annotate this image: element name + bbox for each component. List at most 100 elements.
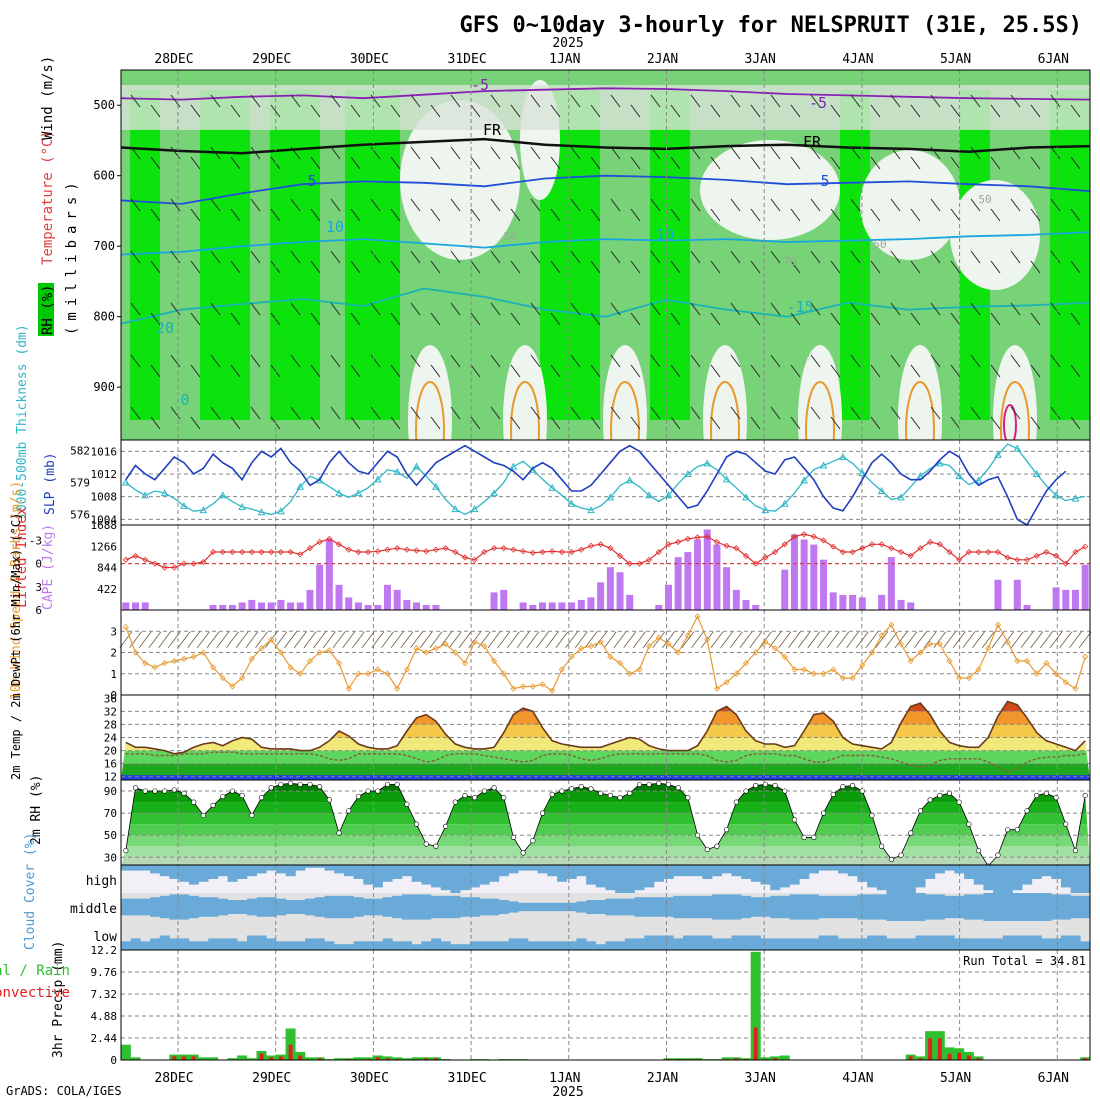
cloud-cell bbox=[750, 897, 761, 917]
wind-marker bbox=[500, 670, 507, 677]
rh-moist-band bbox=[840, 90, 870, 420]
wind-barb bbox=[930, 354, 941, 368]
wind-barb bbox=[430, 156, 441, 170]
cloud-cell bbox=[731, 865, 742, 877]
rh-marker bbox=[307, 781, 313, 788]
surface-wind-barb bbox=[720, 631, 733, 648]
rh-ytick-label: 90 bbox=[104, 785, 117, 798]
cloud-cell bbox=[450, 944, 461, 950]
cloud-cell bbox=[392, 941, 403, 950]
wind-barb bbox=[250, 198, 261, 212]
li-marker bbox=[723, 542, 730, 549]
cape-bar bbox=[732, 589, 740, 610]
cloud-cell bbox=[450, 895, 461, 919]
wind-barb bbox=[410, 146, 421, 160]
cape-bar bbox=[1013, 579, 1021, 610]
li-marker bbox=[306, 545, 314, 552]
rh-dry-region bbox=[860, 150, 960, 260]
wind-barb bbox=[710, 208, 721, 222]
cloud-cell bbox=[595, 944, 606, 950]
temp-plume-contour bbox=[1000, 381, 1030, 440]
li-marker bbox=[490, 545, 498, 552]
cloud-cell bbox=[673, 938, 684, 950]
cape-bar bbox=[626, 594, 634, 610]
cloud-cell bbox=[169, 894, 180, 920]
wind-barb bbox=[310, 416, 321, 430]
wind-barb bbox=[970, 250, 981, 264]
cape-ytick-label: 1266 bbox=[91, 540, 118, 553]
rh-plume bbox=[603, 345, 647, 440]
wind-barb bbox=[450, 406, 461, 420]
wind-barb bbox=[450, 250, 461, 264]
wind-barb bbox=[250, 302, 261, 316]
wind-barb bbox=[330, 198, 341, 212]
rh-marker bbox=[191, 799, 197, 805]
cloud-cell bbox=[227, 865, 238, 882]
rh-marker bbox=[384, 781, 391, 788]
cloud-cell bbox=[159, 895, 170, 919]
surface-wind-barb bbox=[914, 631, 927, 648]
li-marker bbox=[142, 556, 149, 563]
cloud-cell bbox=[363, 865, 374, 885]
li-marker bbox=[636, 560, 643, 567]
surface-wind-barb bbox=[807, 631, 821, 648]
temp-ytick-label: 28 bbox=[104, 718, 117, 731]
li-marker bbox=[549, 548, 556, 555]
cloud-cell bbox=[944, 865, 955, 871]
wind-barb bbox=[670, 260, 681, 274]
cloud-cell bbox=[973, 865, 984, 885]
dewpoint-line bbox=[125, 751, 1086, 773]
cloud-cell bbox=[595, 865, 606, 888]
wind-barb bbox=[290, 198, 301, 212]
surface-wind-barb bbox=[565, 631, 578, 648]
thickness-marker bbox=[625, 476, 634, 484]
wind-marker bbox=[781, 653, 788, 660]
cloud-cell bbox=[1041, 938, 1052, 950]
wind-barb bbox=[210, 94, 221, 108]
wind-marker bbox=[878, 632, 885, 639]
rh-marker bbox=[617, 795, 623, 801]
cloud-cell bbox=[372, 898, 383, 916]
precip-total-bar bbox=[721, 1057, 732, 1060]
wind-marker bbox=[616, 660, 624, 667]
wind-speed-line bbox=[125, 614, 1086, 692]
li-marker bbox=[762, 554, 769, 561]
surface-wind-barb bbox=[662, 631, 675, 648]
precip-ytick-label: 0 bbox=[110, 1054, 117, 1067]
contour-label: 10 bbox=[326, 218, 344, 236]
rh-marker bbox=[132, 785, 139, 791]
wind-marker bbox=[142, 660, 149, 667]
precip-frame bbox=[120, 949, 1091, 1061]
li-marker bbox=[936, 541, 943, 548]
rh-marker bbox=[413, 821, 420, 827]
cape-bar bbox=[383, 584, 391, 610]
rh-marker bbox=[152, 788, 158, 794]
cape-bar bbox=[277, 599, 285, 610]
cloud-cell bbox=[527, 865, 538, 871]
cloud-cell bbox=[770, 865, 781, 891]
cloud-cell bbox=[964, 894, 975, 920]
thickness-marker bbox=[257, 508, 266, 516]
wind-barb bbox=[490, 198, 501, 212]
rh-marker bbox=[685, 795, 691, 801]
surface-wind-barb bbox=[875, 631, 888, 648]
cloud-cell bbox=[964, 938, 975, 950]
cape-bar bbox=[1023, 604, 1031, 610]
wind-barb bbox=[590, 156, 601, 170]
cloud-cell bbox=[624, 898, 635, 916]
precip-legend-convective: Convective bbox=[0, 985, 70, 1001]
thickness-ytick-label: 576 bbox=[70, 508, 90, 521]
wind-barb bbox=[970, 94, 981, 108]
li-marker bbox=[151, 560, 158, 567]
cloud-cell bbox=[741, 935, 752, 950]
cloud-cell bbox=[673, 865, 684, 877]
cloud-cell bbox=[508, 901, 519, 913]
li-marker bbox=[374, 548, 381, 555]
li-marker bbox=[655, 548, 662, 556]
wind-barb bbox=[270, 104, 281, 118]
wind-barb bbox=[730, 94, 741, 108]
cloud-cell bbox=[847, 895, 858, 919]
wind-marker bbox=[384, 670, 391, 677]
cloud-cell bbox=[1070, 895, 1081, 919]
wind-barb bbox=[470, 208, 481, 222]
